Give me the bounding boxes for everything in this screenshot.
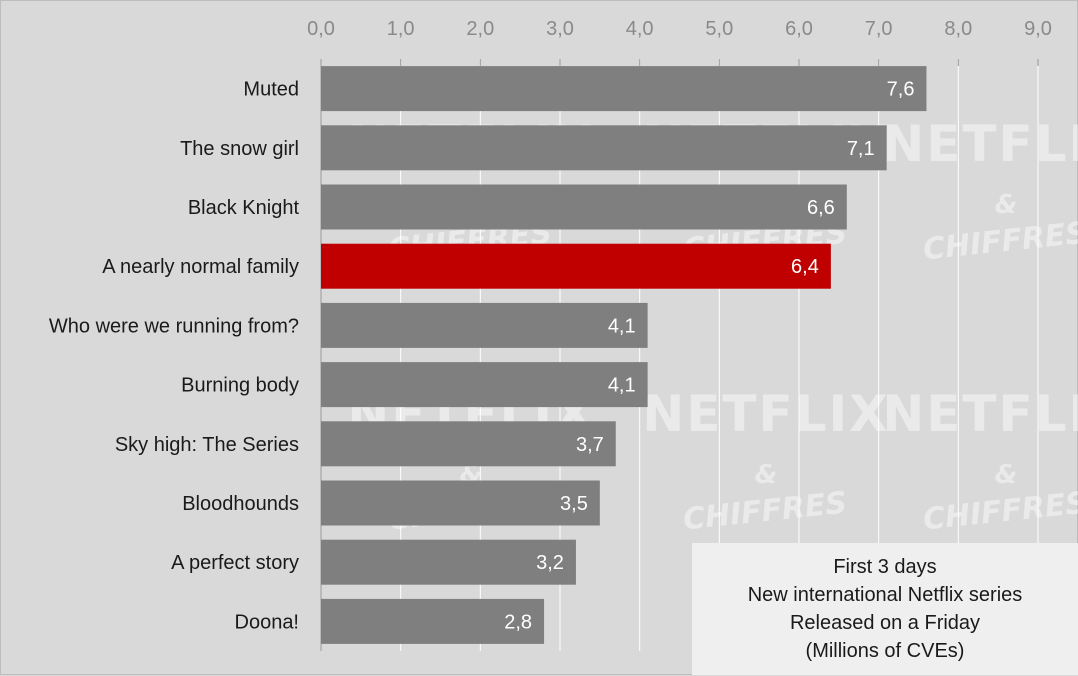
bar: [321, 66, 927, 112]
x-tick-label: 5,0: [705, 18, 733, 40]
x-tick-label: 2,0: [466, 18, 494, 40]
bar-value-label: 4,1: [608, 315, 636, 337]
bar: [321, 598, 545, 644]
bar-value-label: 3,5: [560, 493, 588, 515]
x-tick-label: 9,0: [1024, 18, 1052, 40]
category-labels: Muted The snow girl Black Knight A nearly n…: [49, 79, 300, 634]
x-axis-ticks: 0,0 1,0 2,0 3,0 4,0 5,0 6,0 7,0 8,0 9,0: [307, 18, 1052, 66]
category-label: Doona!: [235, 611, 300, 633]
bar: [321, 480, 600, 526]
bar-highlighted: [321, 243, 831, 289]
watermark-amp: &: [995, 190, 1018, 220]
bar-value-label: 7,1: [847, 138, 875, 160]
category-label: Black Knight: [188, 197, 300, 219]
bar-value-label: 7,6: [887, 79, 915, 101]
watermark-amp: &: [755, 460, 778, 490]
category-label: Muted: [243, 79, 299, 101]
annotation-box: First 3 days New international Netflix s…: [692, 543, 1078, 675]
bar-value-label: 6,6: [807, 197, 835, 219]
category-label: Sky high: The Series: [115, 434, 299, 456]
watermark-sub: CHIFFRES: [921, 216, 1078, 268]
x-tick-label: 1,0: [387, 18, 415, 40]
watermark-sub: CHIFFRES: [681, 486, 848, 538]
x-tick-label: 4,0: [626, 18, 654, 40]
bar-value-label: 2,8: [504, 611, 532, 633]
bar: [321, 421, 616, 467]
x-tick-label: 8,0: [944, 18, 972, 40]
annotation-line-3: Released on a Friday: [789, 612, 981, 634]
bar-value-label: 3,7: [576, 434, 604, 456]
bar-value-label: 4,1: [608, 375, 636, 397]
watermark-brand: NETFLIX: [642, 385, 889, 443]
category-label: A perfect story: [171, 552, 299, 574]
annotation-line-4: (Millions of CVEs): [805, 640, 965, 662]
bar: [321, 539, 576, 585]
watermark-amp: &: [995, 460, 1018, 490]
category-label: Bloodhounds: [182, 493, 299, 515]
bars: 7,6 7,1 6,6 6,4 4,1 4,1 3,7 3,5 3,2 2,8: [321, 66, 927, 644]
watermark-sub: CHIFFRES: [921, 486, 1078, 538]
category-label: Who were we running from?: [49, 315, 299, 337]
bar: [321, 302, 648, 348]
annotation-line-1: First 3 days: [833, 556, 937, 578]
category-label: Burning body: [181, 375, 299, 397]
bar-value-label: 6,4: [791, 256, 819, 278]
bar: [321, 362, 648, 408]
x-tick-label: 0,0: [307, 18, 335, 40]
x-tick-label: 6,0: [785, 18, 813, 40]
x-tick-label: 3,0: [546, 18, 574, 40]
category-label: A nearly normal family: [102, 256, 299, 278]
bar-value-label: 3,2: [536, 552, 564, 574]
watermark-brand: NETFLIX: [882, 115, 1078, 173]
watermark-brand: NETFLIX: [882, 385, 1078, 443]
category-label: The snow girl: [180, 138, 299, 160]
bar: [321, 184, 847, 230]
bar: [321, 125, 887, 171]
x-tick-label: 7,0: [865, 18, 893, 40]
annotation-line-2: New international Netflix series: [747, 584, 1023, 606]
